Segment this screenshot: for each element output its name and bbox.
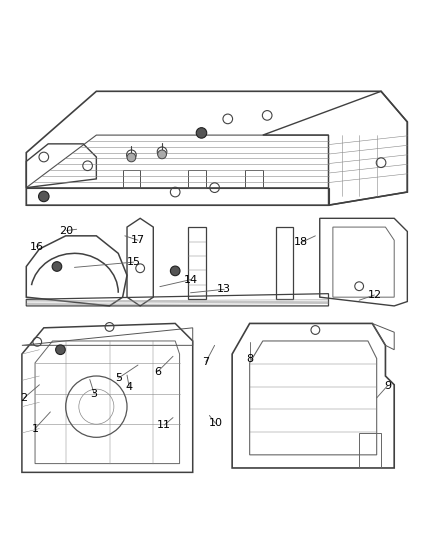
Text: 18: 18 bbox=[294, 237, 308, 247]
Text: 2: 2 bbox=[21, 393, 28, 403]
Text: 16: 16 bbox=[29, 242, 43, 252]
Text: 14: 14 bbox=[184, 274, 198, 285]
Text: 9: 9 bbox=[384, 381, 391, 391]
Text: 13: 13 bbox=[217, 284, 231, 294]
Circle shape bbox=[39, 191, 49, 201]
Text: 20: 20 bbox=[60, 225, 74, 236]
Circle shape bbox=[170, 266, 180, 276]
Circle shape bbox=[158, 150, 166, 159]
Text: 15: 15 bbox=[127, 257, 141, 267]
Circle shape bbox=[56, 345, 65, 354]
Circle shape bbox=[127, 153, 136, 162]
Text: 11: 11 bbox=[157, 420, 171, 430]
Text: 10: 10 bbox=[208, 418, 223, 429]
Text: 1: 1 bbox=[32, 424, 39, 433]
Circle shape bbox=[52, 262, 62, 271]
Text: 17: 17 bbox=[131, 235, 145, 245]
Text: 4: 4 bbox=[126, 382, 133, 392]
Text: 12: 12 bbox=[367, 290, 381, 300]
Text: 8: 8 bbox=[246, 354, 253, 365]
Text: 5: 5 bbox=[115, 373, 122, 383]
Text: 6: 6 bbox=[154, 367, 161, 377]
Circle shape bbox=[196, 128, 207, 138]
Text: 3: 3 bbox=[91, 389, 98, 399]
Text: 7: 7 bbox=[202, 357, 209, 367]
